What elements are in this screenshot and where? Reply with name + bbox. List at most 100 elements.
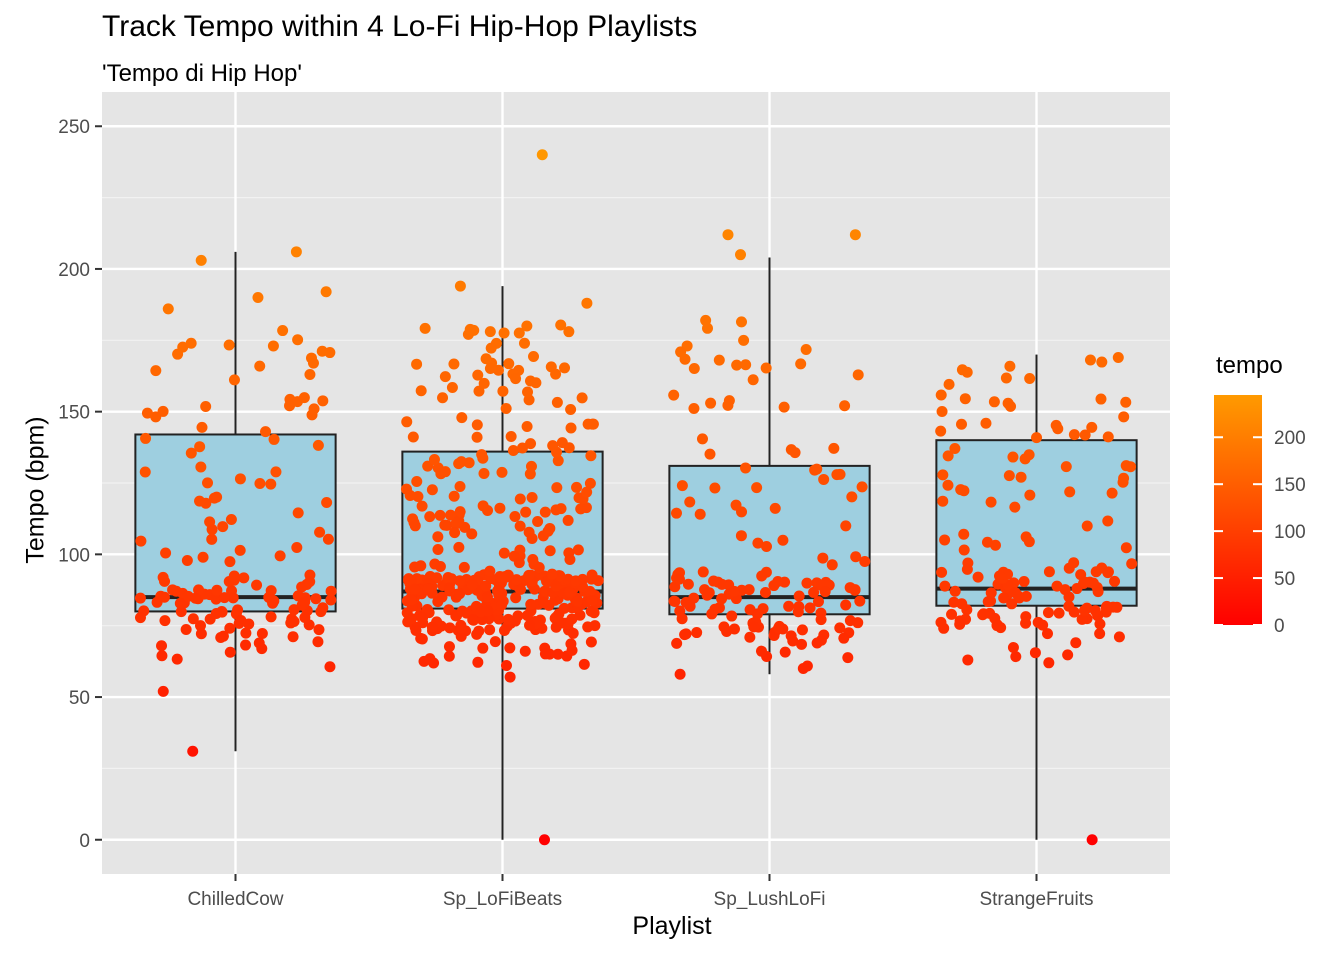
data-point [702,590,713,601]
x-tick-label: Sp_LoFiBeats [443,889,562,910]
data-point [235,473,246,484]
data-point [198,552,209,563]
data-point [455,281,466,292]
data-point [983,596,994,607]
data-point [411,359,422,370]
data-point [677,480,688,491]
data-point [688,403,699,414]
data-point [275,550,286,561]
data-point [780,647,791,658]
data-point [956,419,967,430]
data-point [284,400,295,411]
data-point [299,612,310,623]
data-point [1010,587,1021,598]
data-point [416,385,427,396]
x-axis-label: Playlist [0,912,1344,941]
data-point [758,603,769,614]
data-point [939,534,950,545]
data-point [522,421,533,432]
data-point [1070,637,1081,648]
data-point [760,587,771,598]
legend-tick-label: 0 [1274,616,1285,637]
data-point [522,387,533,398]
data-point [674,606,685,617]
data-point [571,482,582,493]
data-point [840,600,851,611]
data-point [817,553,828,564]
data-point [1118,411,1129,422]
data-point [1094,619,1105,630]
data-point [482,591,493,602]
data-point [675,346,686,357]
data-point [793,601,804,612]
data-point [958,529,969,540]
data-point [1103,566,1114,577]
y-tick-label: 150 [58,403,90,424]
data-point [324,661,335,672]
data-point [501,403,512,414]
data-point [840,520,851,531]
data-point [224,340,235,351]
data-point [472,657,483,668]
data-point [527,533,538,544]
data-point [1054,608,1065,619]
data-point [200,401,211,412]
data-point [455,481,466,492]
data-point [1063,601,1074,612]
data-point [503,614,514,625]
data-point [135,536,146,547]
data-point [190,593,201,604]
data-point [217,521,228,532]
data-point [229,374,240,385]
data-point [956,598,967,609]
data-point [494,503,505,514]
data-point [496,599,507,610]
data-point [581,298,592,309]
data-point [440,371,451,382]
data-point [432,531,443,542]
data-point [427,484,438,495]
data-point [188,613,199,624]
data-point [761,541,772,552]
data-point [485,326,496,337]
data-point [424,511,435,522]
data-point [429,454,440,465]
x-axis: ChilledCow Sp_LoFiBeats Sp_LushLoFi Strange… [187,874,1093,910]
data-point [140,433,151,444]
data-point [671,508,682,519]
data-point [586,637,597,648]
data-point [196,422,207,433]
data-point [709,604,720,615]
data-point [424,653,435,664]
data-point [514,328,525,339]
data-point [135,612,146,623]
data-point [444,651,455,662]
data-point [140,466,151,477]
data-point [156,640,167,651]
data-point [175,598,186,609]
data-point [478,500,489,511]
data-point [456,623,467,634]
data-point [503,358,514,369]
data-point [589,607,600,618]
data-point [939,581,950,592]
data-point [946,609,957,620]
data-point [435,510,446,521]
data-point [160,547,171,558]
data-point [466,528,477,539]
data-point [973,572,984,583]
data-point [158,686,169,697]
data-point [1120,397,1131,408]
data-point [960,393,971,404]
data-point [1052,423,1063,434]
data-point [1008,642,1019,653]
data-point [257,628,268,639]
data-point [850,229,861,240]
data-point [291,542,302,553]
data-point [478,468,489,479]
data-point [853,369,864,380]
data-point [708,576,719,587]
data-point [937,496,948,507]
data-point [415,560,426,571]
data-point [547,440,558,451]
